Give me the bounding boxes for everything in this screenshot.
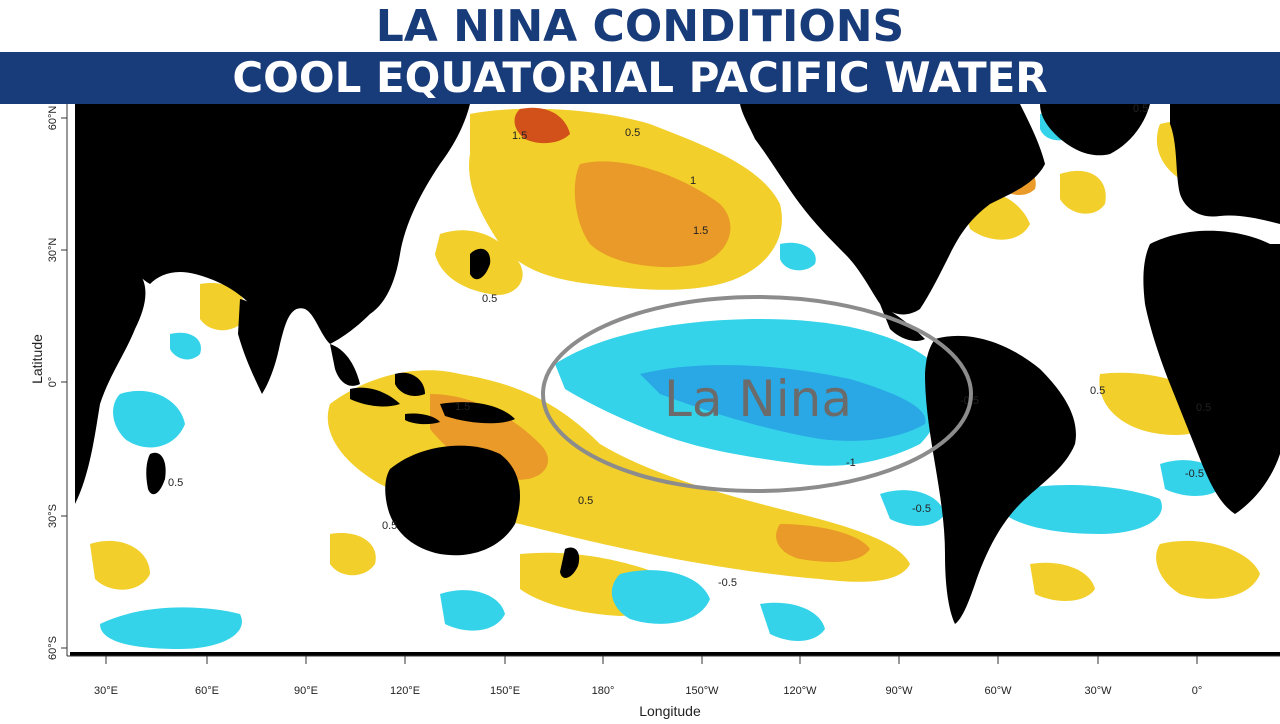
warm-region-arabian-sea (200, 283, 246, 331)
contour-label: 0.5 (482, 293, 497, 305)
cool-region-north-pacific-east (780, 242, 816, 271)
warm-region-south-indian (330, 533, 376, 576)
land-borneo (395, 372, 425, 396)
land-indochina (330, 344, 360, 386)
sst-anomaly-map: 1.5 0.5 1 1.5 0.5 0.5 0.5 1.5 0.5 -1 -0.… (0, 103, 1280, 720)
lat-tick-label: 60°S (47, 636, 59, 660)
warm-region-south-pacific-core (776, 524, 870, 562)
lon-tick-label: 150°E (490, 685, 520, 697)
subtitle-banner: COOL EQUATORIAL PACIFIC WATER (0, 52, 1280, 104)
land-europe (1170, 104, 1280, 224)
land-japan (470, 248, 491, 280)
la-nina-annotation: La Nina (664, 370, 852, 428)
contour-label: 1.5 (455, 401, 470, 413)
land-new-guinea (440, 402, 515, 424)
longitude-tick-labels: 30°E 60°E 90°E 120°E 150°E 180° 150°W 12… (94, 685, 1202, 697)
warm-region-north-pacific-core (574, 161, 731, 268)
contour-label: 0.5 (1196, 402, 1211, 414)
warm-region-gulf-alaska (514, 107, 570, 144)
cool-region-south-tasman (440, 590, 505, 631)
lat-tick-label: 30°S (47, 504, 59, 528)
land-north-america (740, 104, 1045, 315)
warm-region-south-atlantic-center (1030, 562, 1095, 601)
land-masses (70, 104, 1280, 656)
lon-tick-label: 90°W (885, 685, 913, 697)
contour-label: -1 (846, 457, 856, 469)
cool-region-indian-west (113, 390, 185, 448)
land-sumatra (350, 387, 400, 407)
lat-tick-label: 30°N (47, 238, 59, 263)
lat-tick-label: 0° (47, 377, 59, 388)
lon-tick-label: 120°E (390, 685, 420, 697)
land-antarctic-edge (70, 652, 1280, 656)
contour-label: -0.5 (1185, 468, 1204, 480)
page-title: LA NINA CONDITIONS (375, 1, 905, 52)
contour-label: 1.5 (512, 130, 527, 142)
contour-label: 0.5 (1133, 104, 1148, 115)
latitude-tick-marks (61, 117, 67, 649)
contour-label: 0.5 (625, 127, 640, 139)
land-new-zealand (560, 547, 580, 578)
lon-tick-label: 30°W (1084, 685, 1112, 697)
map-svg: 1.5 0.5 1 1.5 0.5 0.5 0.5 1.5 0.5 -1 -0.… (29, 103, 1280, 719)
land-madagascar (146, 452, 166, 495)
cool-region-la-nina-core (640, 364, 926, 441)
warm-region-south-atlantic (1156, 540, 1260, 599)
land-java (405, 413, 440, 425)
latitude-tick-labels: 60°N 30°N 0° 30°S 60°S (47, 106, 59, 660)
land-south-america (925, 335, 1076, 624)
subtitle-text: COOL EQUATORIAL PACIFIC WATER (232, 53, 1048, 102)
warm-region-north-atlantic (1060, 170, 1106, 214)
longitude-tick-marks (105, 656, 1198, 664)
cool-region-southern-indian (100, 607, 242, 649)
contour-label: 1.5 (693, 225, 708, 237)
lon-tick-label: 120°W (783, 685, 817, 697)
contour-label: -0.5 (912, 503, 931, 515)
y-axis-title: Latitude (29, 334, 45, 384)
contour-label: 0.5 (382, 520, 397, 532)
x-axis-title: Longitude (639, 703, 701, 719)
contour-label: 1 (690, 175, 696, 187)
contour-label: 0.5 (1090, 385, 1105, 397)
lon-tick-label: 150°W (685, 685, 719, 697)
cool-anomaly-regions (100, 112, 1225, 649)
cool-region-southeast-pacific (760, 602, 825, 641)
land-africa-east (75, 252, 146, 504)
land-asia (75, 104, 470, 344)
land-africa-west (1143, 230, 1280, 514)
cool-region-south-pacific (611, 570, 710, 624)
contour-label: -0.5 (718, 577, 737, 589)
lat-tick-label: 60°N (47, 106, 59, 131)
land-india (238, 299, 280, 394)
lon-tick-label: 30°E (94, 685, 118, 697)
cool-region-peru-coast (880, 490, 945, 526)
contour-label: 0.5 (578, 495, 593, 507)
lon-tick-label: 60°W (984, 685, 1012, 697)
land-greenland (1040, 104, 1150, 156)
cool-region-arabian (170, 332, 201, 360)
cool-region-south-atlantic (1000, 484, 1162, 534)
lon-tick-label: 0° (1192, 685, 1203, 697)
contour-label: 0.5 (168, 477, 183, 489)
land-australia (385, 445, 520, 556)
lon-tick-label: 180° (592, 685, 615, 697)
contour-labels: 1.5 0.5 1 1.5 0.5 0.5 0.5 1.5 0.5 -1 -0.… (168, 103, 1211, 589)
lon-tick-label: 60°E (195, 685, 219, 697)
lon-tick-label: 90°E (294, 685, 318, 697)
warm-region-south-atlantic-west (90, 540, 150, 590)
la-nina-ellipse (541, 295, 973, 493)
